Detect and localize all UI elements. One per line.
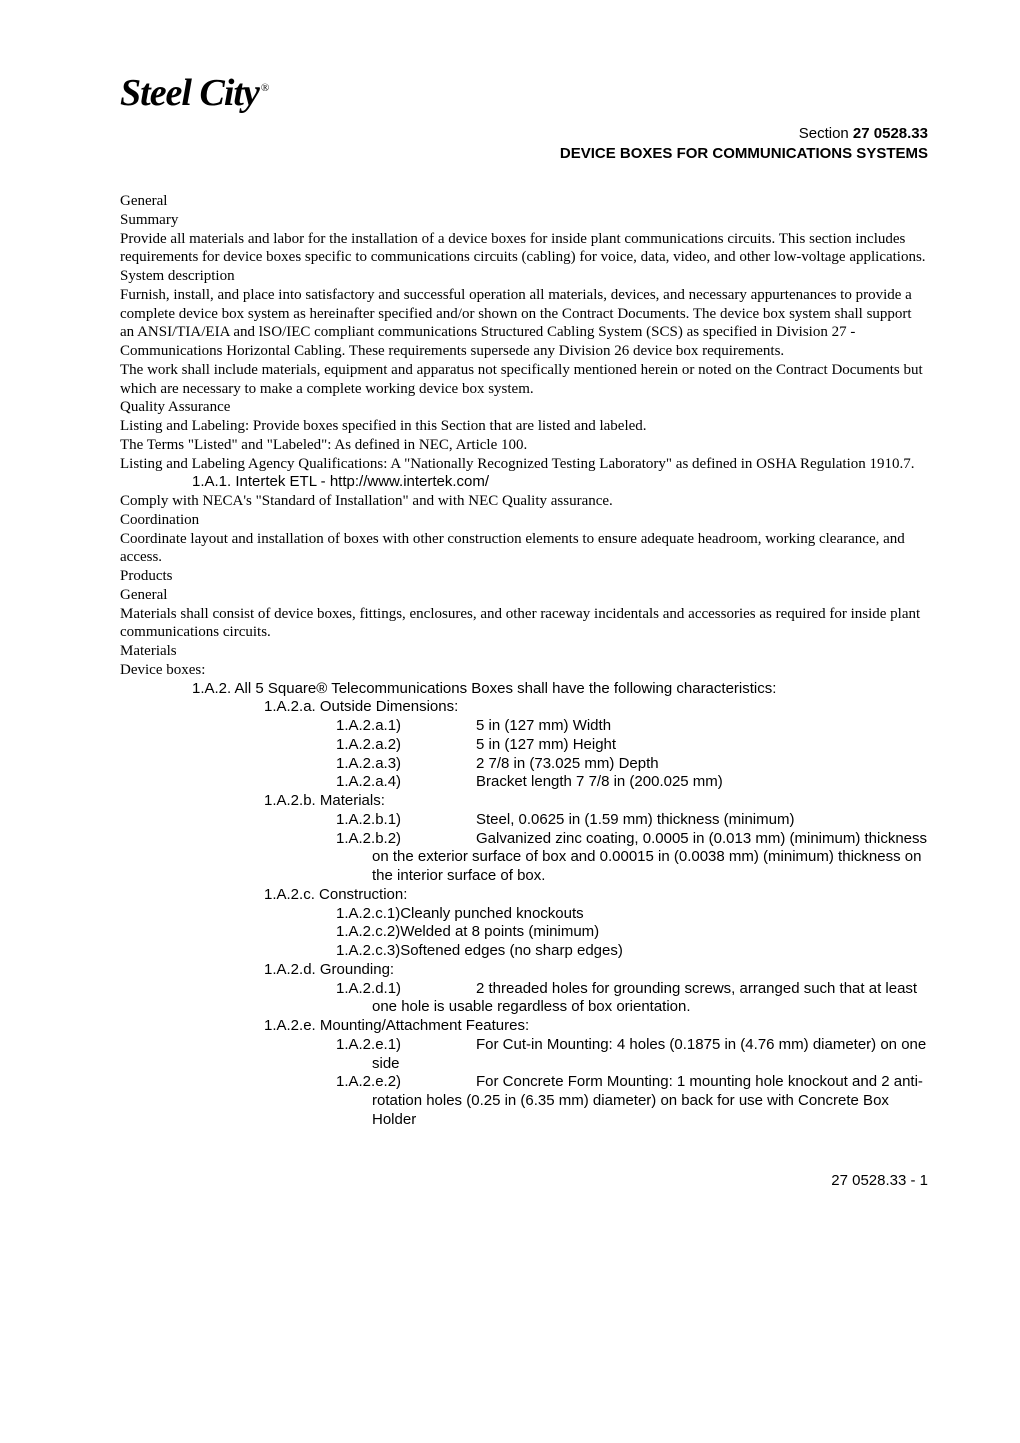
section-title: DEVICE BOXES FOR COMMUNICATIONS SYSTEMS bbox=[120, 144, 928, 164]
item-1a2a3: 1.A.2.a.3)2 7/8 in (73.025 mm) Depth bbox=[120, 755, 928, 774]
summary-text: Provide all materials and labor for the … bbox=[120, 230, 928, 268]
heading-general: General bbox=[120, 192, 928, 211]
item-1a2e1: 1.A.2.e.1) For Cut-in Mounting: 4 holes … bbox=[120, 1036, 928, 1074]
heading-system-description: System description bbox=[120, 267, 928, 286]
item-1a2d1-label: 1.A.2.d.1) bbox=[336, 980, 476, 999]
qa-p2: The Terms "Listed" and "Labeled": As def… bbox=[120, 436, 928, 455]
item-1a2a1: 1.A.2.a.1)5 in (127 mm) Width bbox=[120, 717, 928, 736]
section-prefix: Section bbox=[799, 125, 853, 142]
item-1a2a2-value: 5 in (127 mm) Height bbox=[476, 736, 616, 755]
heading-coordination: Coordination bbox=[120, 511, 928, 530]
heading-materials: Materials bbox=[120, 642, 928, 661]
qa-p3: Listing and Labeling Agency Qualificatio… bbox=[120, 455, 928, 474]
item-1a2c: 1.A.2.c. Construction: bbox=[120, 886, 928, 905]
item-1a2: 1.A.2. All 5 Square® Telecommunications … bbox=[120, 680, 928, 699]
heading-summary: Summary bbox=[120, 211, 928, 230]
section-header: Section 27 0528.33 DEVICE BOXES FOR COMM… bbox=[120, 124, 928, 165]
item-1a2d: 1.A.2.d. Grounding: bbox=[120, 961, 928, 980]
qa-1a1: 1.A.1. Intertek ETL - http://www.interte… bbox=[120, 473, 928, 492]
item-1a2d1: 1.A.2.d.1) 2 threaded holes for groundin… bbox=[120, 980, 928, 1018]
system-desc-p1: Furnish, install, and place into satisfa… bbox=[120, 286, 928, 361]
item-1a2a4: 1.A.2.a.4)Bracket length 7 7/8 in (200.0… bbox=[120, 773, 928, 792]
heading-qa: Quality Assurance bbox=[120, 398, 928, 417]
item-1a2b2-label: 1.A.2.b.2) bbox=[336, 830, 476, 849]
item-1a2b1-label: 1.A.2.b.1) bbox=[336, 811, 476, 830]
item-1a2e2: 1.A.2.e.2) For Concrete Form Mounting: 1… bbox=[120, 1073, 928, 1129]
general2-p1: Materials shall consist of device boxes,… bbox=[120, 605, 928, 643]
item-1a2a3-value: 2 7/8 in (73.025 mm) Depth bbox=[476, 755, 659, 774]
section-number: 27 0528.33 bbox=[853, 125, 928, 142]
item-1a2a2-label: 1.A.2.a.2) bbox=[336, 736, 476, 755]
coord-p1: Coordinate layout and installation of bo… bbox=[120, 530, 928, 568]
brand-reg: ® bbox=[261, 82, 268, 94]
qa-p4: Comply with NECA's "Standard of Installa… bbox=[120, 492, 928, 511]
item-1a2c3: 1.A.2.c.3)Softened edges (no sharp edges… bbox=[120, 942, 928, 961]
page-footer: 27 0528.33 - 1 bbox=[120, 1172, 928, 1191]
item-1a2b1-value: Steel, 0.0625 in (1.59 mm) thickness (mi… bbox=[476, 811, 794, 830]
item-1a2e1-label: 1.A.2.e.1) bbox=[336, 1036, 476, 1055]
item-1a2b1: 1.A.2.b.1)Steel, 0.0625 in (1.59 mm) thi… bbox=[120, 811, 928, 830]
item-1a2c2: 1.A.2.c.2)Welded at 8 points (minimum) bbox=[120, 923, 928, 942]
item-1a2e: 1.A.2.e. Mounting/Attachment Features: bbox=[120, 1017, 928, 1036]
brand-logo: Steel City® bbox=[120, 70, 928, 118]
item-1a2c1: 1.A.2.c.1)Cleanly punched knockouts bbox=[120, 905, 928, 924]
qa-p1: Listing and Labeling: Provide boxes spec… bbox=[120, 417, 928, 436]
item-1a2a1-label: 1.A.2.a.1) bbox=[336, 717, 476, 736]
item-1a2a3-label: 1.A.2.a.3) bbox=[336, 755, 476, 774]
item-1a2a: 1.A.2.a. Outside Dimensions: bbox=[120, 698, 928, 717]
system-desc-p2: The work shall include materials, equipm… bbox=[120, 361, 928, 399]
item-1a2e2-label: 1.A.2.e.2) bbox=[336, 1073, 476, 1092]
item-1a2a2: 1.A.2.a.2)5 in (127 mm) Height bbox=[120, 736, 928, 755]
item-1a2a4-value: Bracket length 7 7/8 in (200.025 mm) bbox=[476, 773, 723, 792]
item-1a2a1-value: 5 in (127 mm) Width bbox=[476, 717, 611, 736]
item-1a2b: 1.A.2.b. Materials: bbox=[120, 792, 928, 811]
heading-products: Products bbox=[120, 567, 928, 586]
item-1a2a4-label: 1.A.2.a.4) bbox=[336, 773, 476, 792]
item-1a2b2: 1.A.2.b.2) Galvanized zinc coating, 0.00… bbox=[120, 830, 928, 886]
brand-text: Steel City bbox=[120, 72, 259, 114]
heading-device-boxes: Device boxes: bbox=[120, 661, 928, 680]
heading-general2: General bbox=[120, 586, 928, 605]
